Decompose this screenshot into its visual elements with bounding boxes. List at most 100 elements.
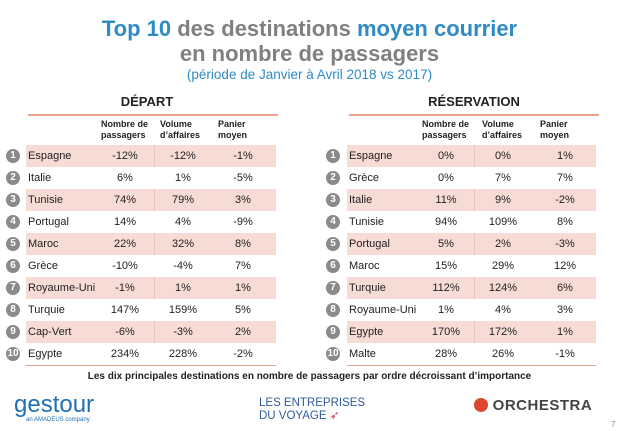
title-part1: Top 10 — [101, 16, 172, 41]
panier-value: 8% — [235, 238, 251, 250]
reservation-bottom-rule — [347, 365, 596, 366]
gestour-logo: gestour an AMADEUS company — [14, 391, 95, 424]
column-divider — [474, 145, 475, 167]
country-name: Espagne — [28, 150, 72, 162]
volume-value: 7% — [495, 172, 511, 184]
passagers-value: 74% — [113, 194, 137, 206]
rank-badge: 9 — [326, 325, 340, 339]
volume-value: 26% — [491, 348, 515, 360]
country-name: Portugal — [349, 238, 390, 250]
volume-value: 0% — [495, 150, 511, 162]
caption: Les dix principales destinations en nomb… — [87, 371, 532, 382]
passagers-value: 15% — [434, 260, 458, 272]
header-volume: Volume d’affaires — [160, 119, 201, 140]
rank-badge: 7 — [6, 281, 20, 295]
rank-badge: 3 — [326, 193, 340, 207]
column-divider — [474, 321, 475, 343]
rank-badge: 6 — [6, 259, 20, 273]
depart-table-row: Tunisie 74% 79% 3% — [26, 189, 276, 211]
passagers-value: 5% — [438, 238, 454, 250]
reservation-table-row: Maroc 15% 29% 12% — [347, 255, 596, 277]
country-name: Egypte — [349, 326, 384, 338]
country-name: Cap-Vert — [28, 326, 72, 338]
panier-value: 1% — [235, 282, 251, 294]
depart-table-row: Turquie 147% 159% 5% — [26, 299, 276, 321]
reservation-table-row: Egypte 170% 172% 1% — [347, 321, 596, 343]
panier-value: 12% — [553, 260, 577, 272]
reservation-title: RÉSERVATION — [428, 94, 520, 109]
rank-badge: 4 — [6, 215, 20, 229]
reservation-table-row: Turquie 112% 124% 6% — [347, 277, 596, 299]
panier-value: 6% — [557, 282, 573, 294]
country-name: Egypte — [28, 348, 63, 360]
country-name: Maroc — [28, 238, 59, 250]
country-name: Portugal — [28, 216, 69, 228]
rank-badge: 6 — [326, 259, 340, 273]
orchestra-logo: ORCHESTRA — [474, 397, 592, 415]
passagers-value: 112% — [432, 282, 460, 294]
volume-value: -4% — [173, 260, 193, 272]
header-passagers: Nombre de passagers — [101, 119, 149, 140]
depart-rule — [28, 114, 278, 116]
column-divider — [154, 321, 155, 343]
panier-value: 5% — [235, 304, 251, 316]
panier-value: 8% — [557, 216, 573, 228]
passagers-value: 11% — [435, 194, 457, 206]
rank-badge: 1 — [6, 149, 20, 163]
country-name: Espagne — [349, 150, 393, 162]
passagers-value: 22% — [113, 238, 137, 250]
header-passagers-res: Nombre de passagers — [422, 119, 470, 140]
depart-table-row: Grèce -10% -4% 7% — [26, 255, 276, 277]
depart-bottom-rule — [26, 365, 276, 366]
rank-badge: 7 — [326, 281, 340, 295]
passagers-value: 234% — [110, 348, 140, 360]
country-name: Italie — [349, 194, 373, 206]
passagers-value: 94% — [434, 216, 458, 228]
volume-value: 1% — [175, 172, 191, 184]
country-name: Maroc — [349, 260, 380, 272]
rank-badge: 8 — [326, 303, 340, 317]
rank-badge: 1 — [326, 149, 340, 163]
column-divider — [154, 189, 155, 211]
volume-value: 4% — [495, 304, 511, 316]
rank-badge: 3 — [6, 193, 20, 207]
passagers-value: 28% — [434, 348, 458, 360]
depart-table-row: Portugal 14% 4% -9% — [26, 211, 276, 233]
reservation-table-row: Malte 28% 26% -1% — [347, 343, 596, 365]
header-panier-res: Panier moyen — [540, 119, 570, 140]
page-title-line2: en nombre de passagers — [179, 41, 440, 66]
country-name: Royaume-Uni — [28, 282, 96, 294]
reservation-table-row: Grèce 0% 7% 7% — [347, 167, 596, 189]
volume-value: -12% — [170, 150, 196, 162]
passagers-value: -12% — [112, 150, 138, 162]
passagers-value: 14% — [113, 216, 137, 228]
entreprises-du-voyage-logo: LES ENTREPRISES DU VOYAGE ➶ — [259, 397, 366, 422]
depart-table-row: Espagne -12% -12% -1% — [26, 145, 276, 167]
country-name: Royaume-Uni — [349, 304, 417, 316]
rank-badge: 5 — [326, 237, 340, 251]
depart-title: DÉPART — [120, 94, 174, 109]
volume-value: 159% — [168, 304, 198, 316]
column-divider — [154, 233, 155, 255]
reservation-table-row: Espagne 0% 0% 1% — [347, 145, 596, 167]
volume-value: 228% — [168, 348, 198, 360]
reservation-table-row: Tunisie 94% 109% 8% — [347, 211, 596, 233]
panier-value: 1% — [557, 150, 573, 162]
panier-value: 3% — [557, 304, 573, 316]
panier-value: -1% — [555, 348, 575, 360]
header-panier: Panier moyen — [218, 119, 248, 140]
panier-value: -1% — [233, 150, 253, 162]
panier-value: 1% — [557, 326, 573, 338]
rank-badge: 5 — [6, 237, 20, 251]
depart-table-row: Cap-Vert -6% -3% 2% — [26, 321, 276, 343]
country-name: Malte — [349, 348, 376, 360]
country-name: Grèce — [349, 172, 379, 184]
country-name: Tunisie — [349, 216, 385, 228]
reservation-table-row: Royaume-Uni 1% 4% 3% — [347, 299, 596, 321]
country-name: Grèce — [28, 260, 58, 272]
passagers-value: 0% — [438, 150, 454, 162]
volume-value: 2% — [495, 238, 511, 250]
volume-value: 124% — [488, 282, 518, 294]
volume-value: 4% — [175, 216, 191, 228]
volume-value: 29% — [491, 260, 515, 272]
